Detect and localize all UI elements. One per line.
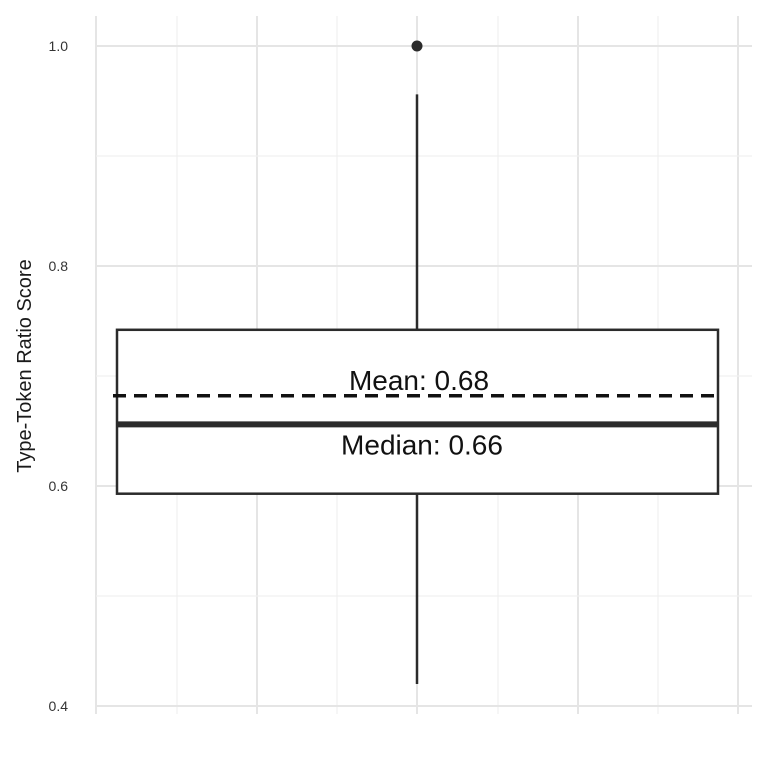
median-annotation: Median: 0.66 (341, 429, 503, 460)
y-axis: 0.4 0.6 0.8 1.0 (49, 38, 69, 714)
y-tick-label: 0.8 (49, 258, 69, 274)
y-tick-label: 1.0 (49, 38, 69, 54)
outlier-point (411, 40, 423, 52)
y-tick-label: 0.6 (49, 478, 69, 494)
y-axis-label: Type-Token Ratio Score (14, 259, 36, 472)
iqr-box (115, 328, 720, 495)
mean-annotation: Mean: 0.68 (349, 365, 489, 396)
box-plot (113, 40, 720, 684)
y-tick-label: 0.4 (49, 698, 69, 714)
